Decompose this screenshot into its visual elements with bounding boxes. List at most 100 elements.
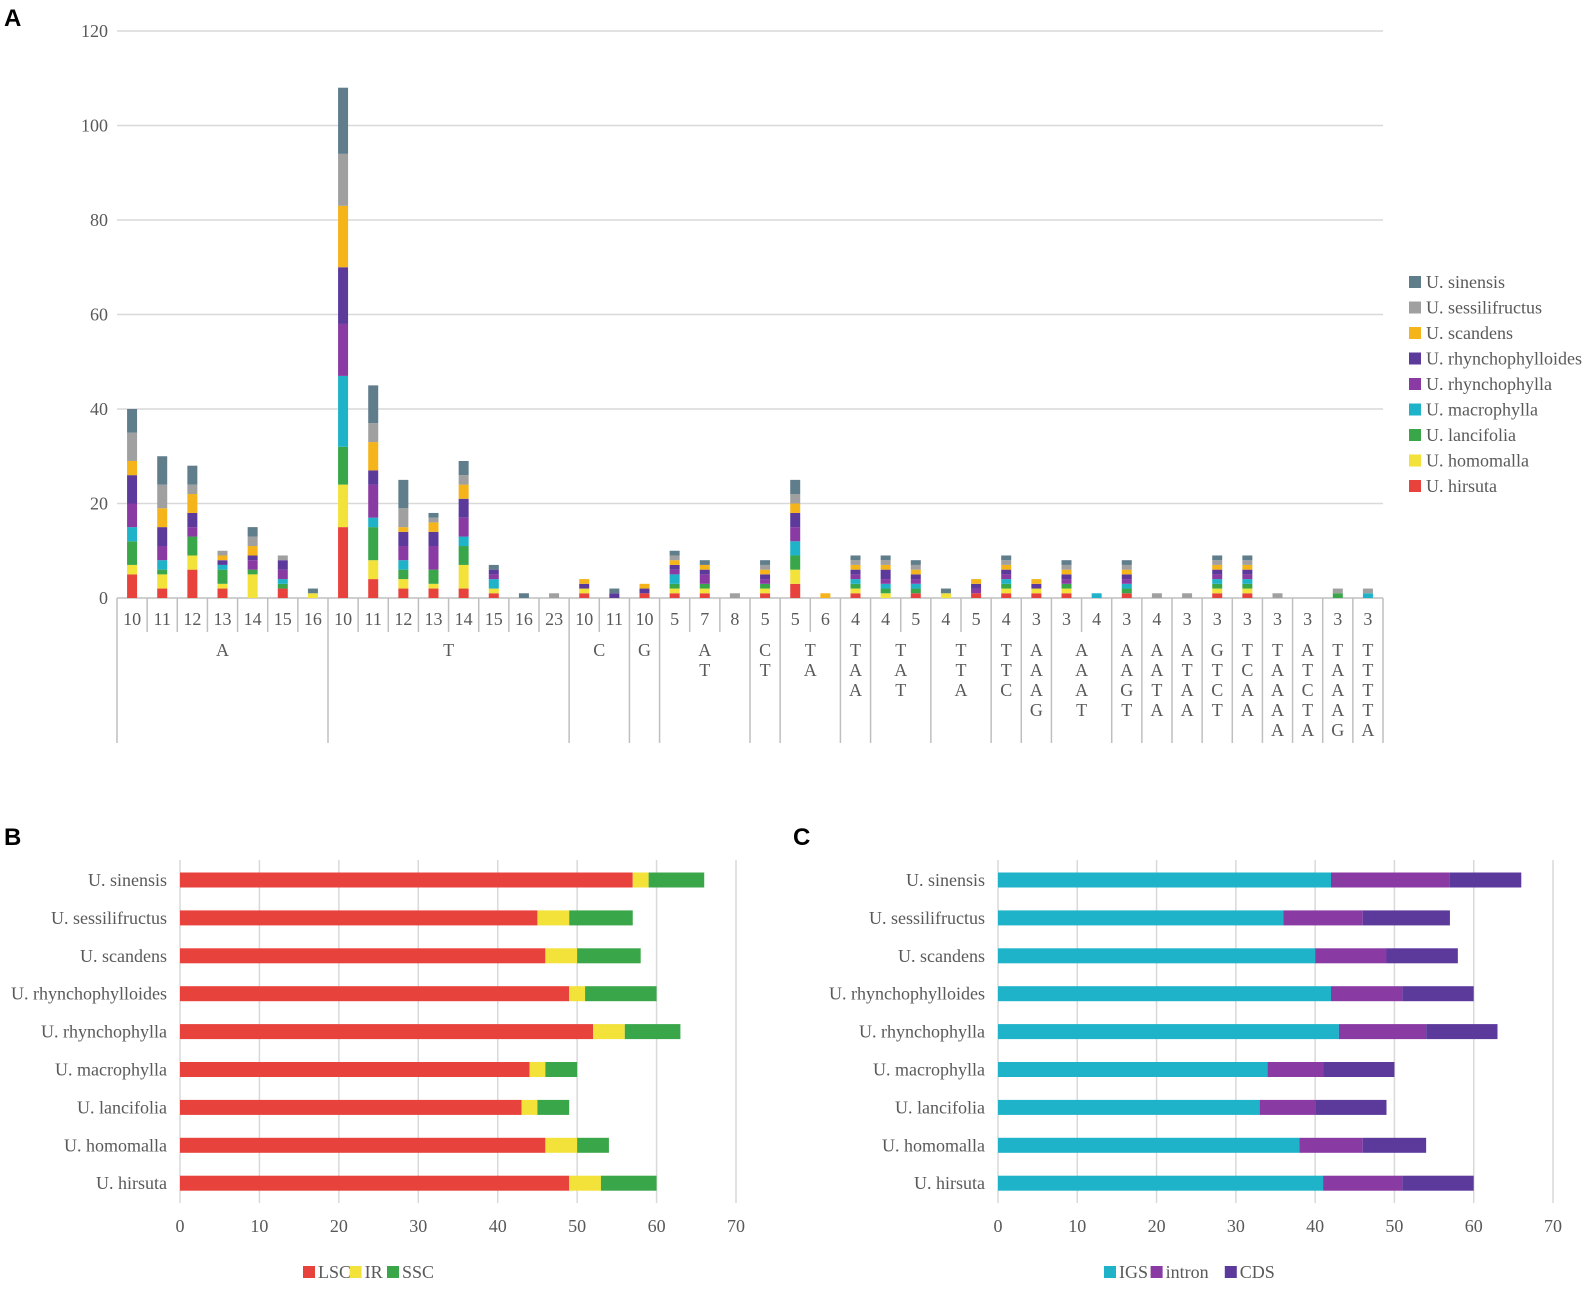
- a-bar-segment: [157, 484, 168, 509]
- a-bar-segment: [760, 593, 771, 598]
- panel-label-b: B: [4, 824, 21, 851]
- c-bar-segment: [1402, 1175, 1474, 1191]
- a-bar-segment: [187, 569, 198, 598]
- b-bar-segment: [545, 1137, 578, 1153]
- b-bar-segment: [537, 910, 570, 926]
- a-bar-segment: [669, 574, 680, 584]
- a-x-tick-label: 15: [274, 609, 292, 629]
- b-bar-segment: [577, 948, 641, 964]
- a-y-tick-label: 100: [81, 116, 108, 136]
- a-x-tick-label: 5: [791, 609, 800, 629]
- a-x-tick-label: 5: [972, 609, 981, 629]
- a-x-tick-label: 23: [545, 609, 563, 629]
- a-bar-segment: [1272, 593, 1283, 598]
- a-bar-segment: [398, 531, 409, 547]
- b-bar-segment: [569, 986, 586, 1002]
- b-bar-segment: [569, 1175, 601, 1191]
- a-bar-segment: [880, 560, 891, 565]
- c-category-label: U. scandens: [898, 946, 985, 966]
- a-bar-segment: [669, 560, 680, 565]
- a-bar-segment: [1001, 583, 1012, 589]
- c-bar-segment: [998, 1099, 1260, 1115]
- a-y-tick-label: 60: [90, 305, 108, 325]
- a-bar-segment: [1121, 569, 1132, 575]
- a-bar-segment: [760, 579, 771, 584]
- a-x-tick-label: 4: [1152, 609, 1161, 629]
- a-bar-segment: [1362, 588, 1373, 594]
- a-bar-segment: [850, 579, 861, 584]
- a-bar-segment: [669, 593, 680, 598]
- a-bar-segment: [910, 560, 921, 565]
- a-bar-segment: [1031, 588, 1042, 594]
- a-bar-segment: [458, 460, 469, 476]
- a-bar-segment: [157, 588, 168, 598]
- a-bar-segment: [458, 498, 469, 518]
- a-bar-segment: [1121, 588, 1132, 594]
- a-bar-segment: [518, 593, 529, 598]
- c-category-label: U. hirsuta: [914, 1173, 985, 1193]
- a-group-label: A: [216, 640, 229, 660]
- a-bar-segment: [398, 546, 409, 561]
- c-bar-segment: [1299, 1137, 1363, 1153]
- a-bar-segment: [1031, 579, 1042, 584]
- a-bar-segment: [247, 569, 258, 575]
- a-x-tick-label: 12: [394, 609, 412, 629]
- chart-a: 0 20 40 60 80 100 120 10 11 12 13 14 15 16 10 11 12 13 14 1…: [81, 21, 1582, 743]
- c-x-tick-label: 20: [1148, 1216, 1166, 1236]
- a-bar-segment: [880, 579, 891, 584]
- c-x-tick-label: 40: [1306, 1216, 1324, 1236]
- a-bar-segment: [1212, 569, 1223, 575]
- b-bar-segment: [537, 1099, 570, 1115]
- a-bar-segment: [850, 555, 861, 561]
- a-bar-segment: [1242, 583, 1253, 589]
- b-x-tick-label: 60: [648, 1216, 666, 1236]
- a-bar-segment: [790, 569, 801, 584]
- a-bar-segment: [1332, 588, 1343, 594]
- b-category-label: U. homomalla: [64, 1135, 167, 1155]
- a-bar-segment: [669, 569, 680, 575]
- a-bar-segment: [669, 588, 680, 594]
- b-bar-segment: [180, 1175, 570, 1191]
- a-bar-segment: [1001, 588, 1012, 594]
- a-legend-swatch: [1409, 327, 1421, 339]
- a-x-tick-label: 16: [304, 609, 322, 629]
- a-bar-segment: [639, 593, 650, 598]
- a-bar-segment: [1212, 555, 1223, 561]
- b-legend-swatch: [349, 1266, 362, 1278]
- a-bar-segment: [157, 560, 168, 570]
- a-bar-segment: [127, 503, 138, 528]
- a-bar-segment: [1242, 564, 1253, 570]
- c-bar-segment: [998, 1175, 1324, 1191]
- a-bar-segment: [338, 205, 349, 268]
- c-category-label: U. sessilifructus: [869, 908, 985, 928]
- c-bar-segment: [1362, 910, 1450, 926]
- a-bar-segment: [1212, 564, 1223, 570]
- a-bar-segment: [458, 517, 469, 537]
- a-bar-segment: [187, 484, 198, 495]
- a-bar-segment: [1001, 555, 1012, 561]
- a-bar-segment: [488, 579, 499, 589]
- a-bar-segment: [1001, 569, 1012, 575]
- a-legend-label: U. scandens: [1426, 323, 1513, 343]
- b-category-label: U. rhynchophylloides: [11, 984, 167, 1004]
- b-x-tick-label: 20: [330, 1216, 348, 1236]
- a-x-tick-label: 14: [455, 609, 473, 629]
- b-category-label: U. hirsuta: [96, 1173, 167, 1193]
- a-group-label: C: [593, 640, 605, 660]
- a-bar-segment: [217, 583, 228, 589]
- a-bar-segment: [669, 550, 680, 556]
- a-bar-segment: [760, 564, 771, 570]
- a-bar-segment: [639, 583, 650, 589]
- a-legend-label: U. rhynchophylla: [1426, 374, 1552, 394]
- a-bar-segment: [368, 560, 379, 580]
- a-bar-segment: [338, 267, 349, 324]
- a-bar-segment: [1031, 593, 1042, 598]
- b-bar-segment: [545, 948, 578, 964]
- a-bar-segment: [187, 527, 198, 537]
- a-x-tick-label: 3: [1183, 609, 1192, 629]
- a-bar-segment: [217, 564, 228, 570]
- c-bar-segment: [1338, 1024, 1427, 1040]
